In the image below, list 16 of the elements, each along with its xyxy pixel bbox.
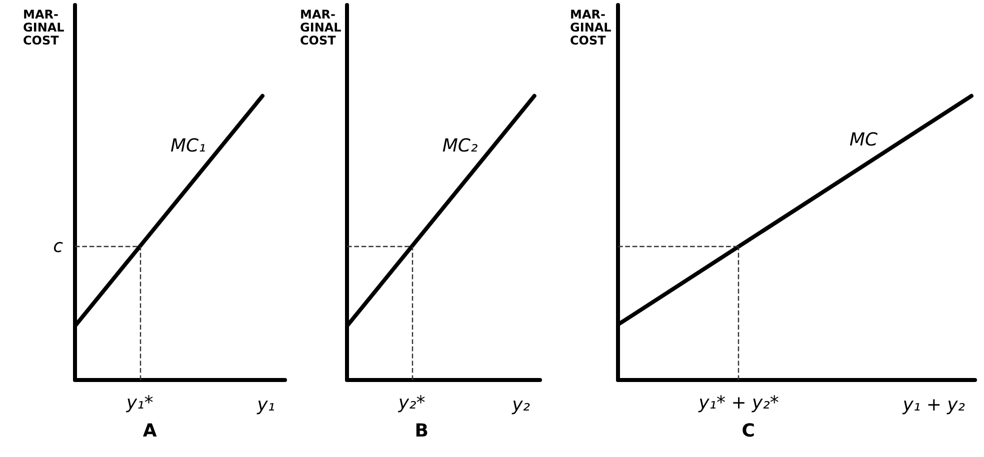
text: C bbox=[742, 420, 755, 442]
x-axis-title: y₁ bbox=[256, 394, 275, 416]
series-label: MC₂ bbox=[442, 135, 478, 156]
text: y₁* + y₂* bbox=[698, 392, 779, 414]
text: y₂* bbox=[398, 392, 426, 414]
series-label: MC bbox=[849, 129, 878, 150]
series-label: MC₁ bbox=[170, 135, 206, 156]
y-axis-title: MAR-GINAL COST bbox=[23, 8, 65, 48]
text: B bbox=[414, 420, 429, 442]
ref-line-label: c bbox=[53, 236, 64, 257]
y-axis-title: MAR-GINAL COST bbox=[570, 8, 612, 48]
y-axis-title: MAR-GINAL COST bbox=[300, 8, 342, 48]
text: y₁* bbox=[126, 392, 154, 414]
x-axis-title: y₂ bbox=[511, 394, 530, 416]
x-axis-title: y₁ + y₂ bbox=[902, 394, 965, 416]
text: A bbox=[142, 420, 157, 442]
